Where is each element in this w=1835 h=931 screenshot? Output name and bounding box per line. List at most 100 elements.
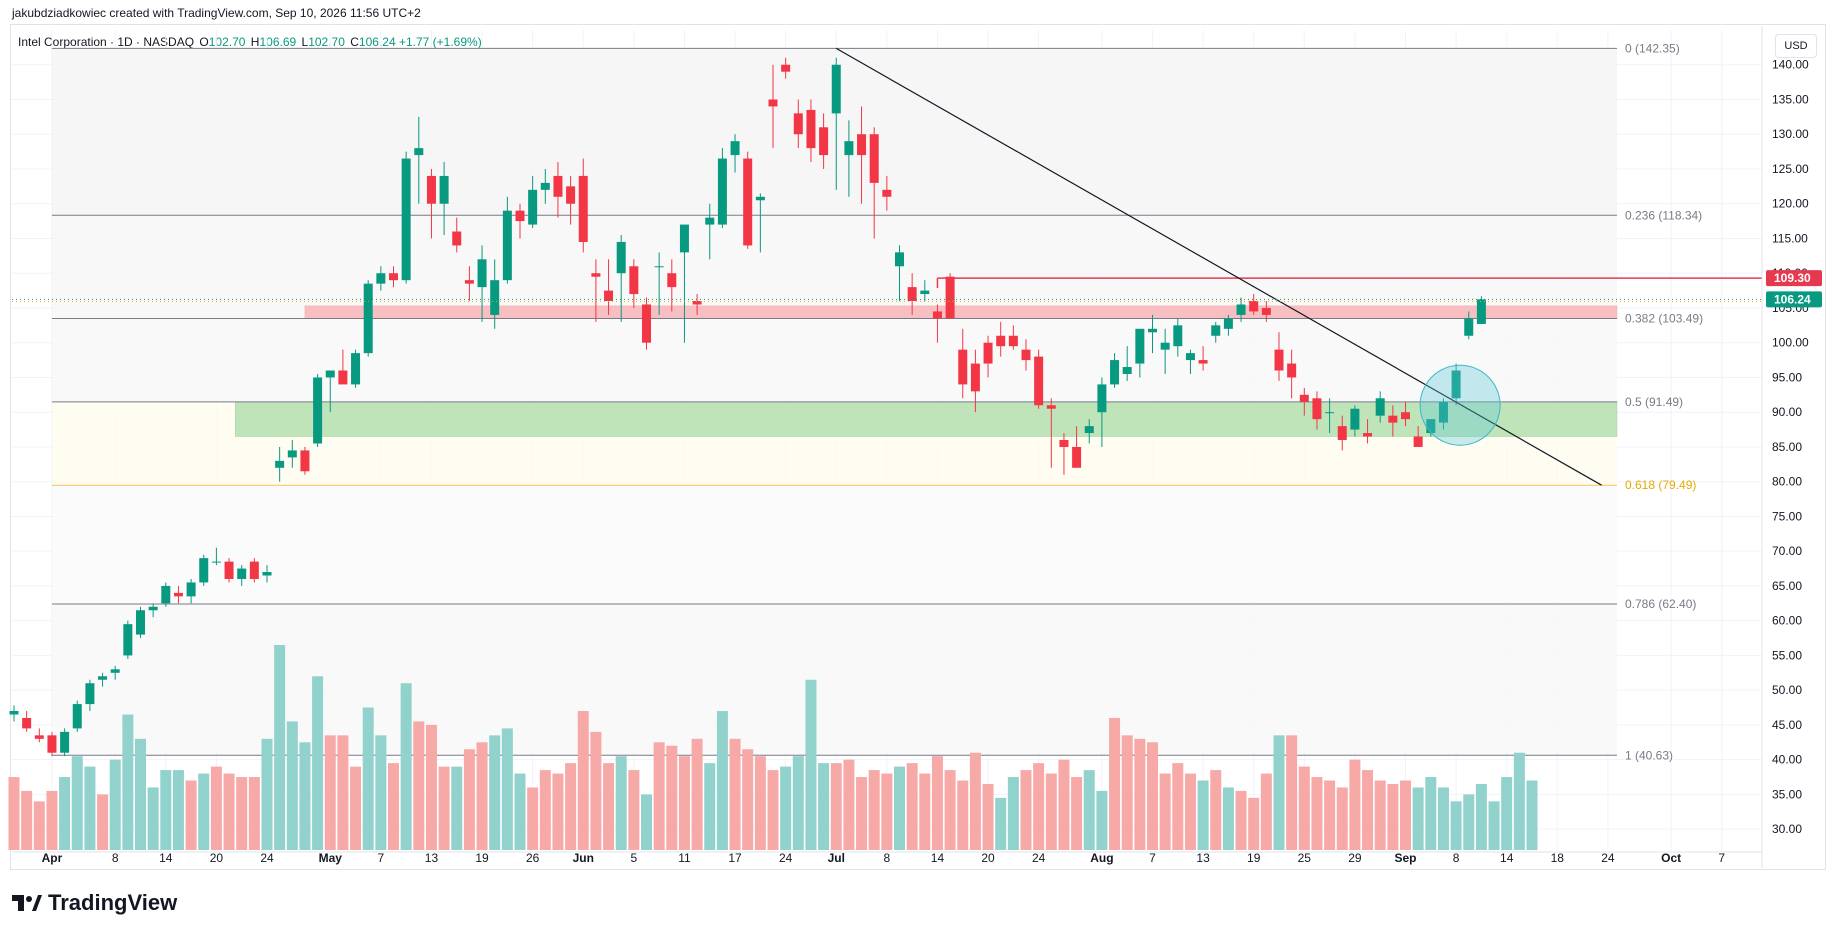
volume-bar [1147,742,1158,850]
fib-level-label: 0.382 (103.49) [1625,311,1703,325]
volume-bar [1526,780,1538,850]
price-axis-label: 50.00 [1772,683,1802,697]
volume-bar [59,777,71,850]
candle-body [1021,349,1031,361]
time-axis-label: 8 [884,851,891,865]
candle-body [717,158,727,225]
volume-bar [147,787,159,850]
volume-bar [641,794,652,850]
volume-bar [995,797,1007,850]
volume-bar [868,770,880,850]
volume-bar [1020,770,1032,850]
volume-bar [565,763,577,850]
candle-body [186,582,196,597]
time-axis-label: 29 [1348,851,1362,865]
candle-body [389,273,398,281]
candle-body [1122,367,1132,374]
volume-bar [425,724,437,850]
candle-body [920,290,930,295]
tradingview-logo[interactable]: TradingView [12,890,177,916]
volume-bar [299,742,311,850]
candle-body [287,450,297,458]
candle-body [47,735,57,753]
open-value: 102.70 [208,35,246,49]
volume-bar [1260,773,1272,850]
volume-bar [1488,801,1500,850]
volume-bar [261,738,273,850]
volume-bar [666,745,678,850]
candle-body [743,158,753,246]
volume-bar [792,756,804,850]
volume-bar [413,721,425,850]
candle-body [452,231,462,246]
volume-bar [324,735,336,850]
volume-bar [1248,797,1260,850]
volume-bar [8,777,20,850]
candle-body [1160,342,1170,350]
candle-body [136,610,145,635]
volume-bar [1210,770,1222,850]
volume-bar [780,766,792,850]
time-axis-label: 24 [779,851,793,865]
candle-body [1363,433,1373,437]
volume-bar [1298,766,1310,850]
volume-bar [1172,763,1184,850]
time-axis-label: 24 [1032,851,1046,865]
volume-bar [957,780,969,850]
volume-bar [1362,770,1374,850]
candle-body [1249,301,1259,312]
volume-bar [21,790,33,850]
high-value: 106.69 [259,35,297,49]
candle-body [1198,360,1208,364]
candle-body [996,335,1006,347]
candle-body [616,241,626,274]
fib-level-label: 0.5 (91.49) [1625,395,1683,409]
currency-button[interactable]: USD [1775,34,1817,58]
volume-bar [691,738,703,850]
volume-bar [248,777,260,850]
candle-body [1464,318,1474,336]
trendline [835,47,1602,486]
candle-body [1236,304,1246,315]
volume-bar [337,735,349,850]
time-axis-label: 17 [728,851,742,865]
volume-bar [476,742,488,850]
candle-body [895,252,904,267]
candle-body [502,210,512,281]
tradingview-logo-icon [12,895,42,911]
candle-body [1135,328,1145,364]
candle-body [553,175,563,197]
candle-body [300,450,310,472]
candle-body [363,283,373,354]
price-axis-label: 90.00 [1772,405,1802,419]
candle-body [60,731,70,753]
volume-bar [1311,777,1323,850]
symbol-title[interactable]: Intel Corporation · 1D · NASDAQ [18,35,195,49]
volume-bar [463,749,475,850]
volume-bar [742,749,754,850]
candle-body [34,735,44,739]
candle-body [932,311,942,319]
candle-body [857,134,867,156]
candle-body [1312,398,1322,420]
volume-bar [501,728,513,850]
volume-bar [767,770,779,850]
volume-bar [1222,787,1234,850]
candle-body [161,585,171,604]
candle-body [591,273,601,277]
volume-bar [274,645,286,850]
volume-bar [906,763,918,850]
candle-body [1337,426,1347,440]
candle-body [249,561,259,579]
last-price-tag-bg [1766,291,1822,308]
volume-bar [46,790,58,850]
candle-body [351,353,361,385]
volume-bar [716,711,728,850]
time-axis-label: 20 [981,851,995,865]
resistance-zone [304,305,1618,319]
candle-body [211,561,221,563]
candle-body [477,259,487,288]
candle-body [1097,384,1107,413]
candle-body [123,624,133,656]
